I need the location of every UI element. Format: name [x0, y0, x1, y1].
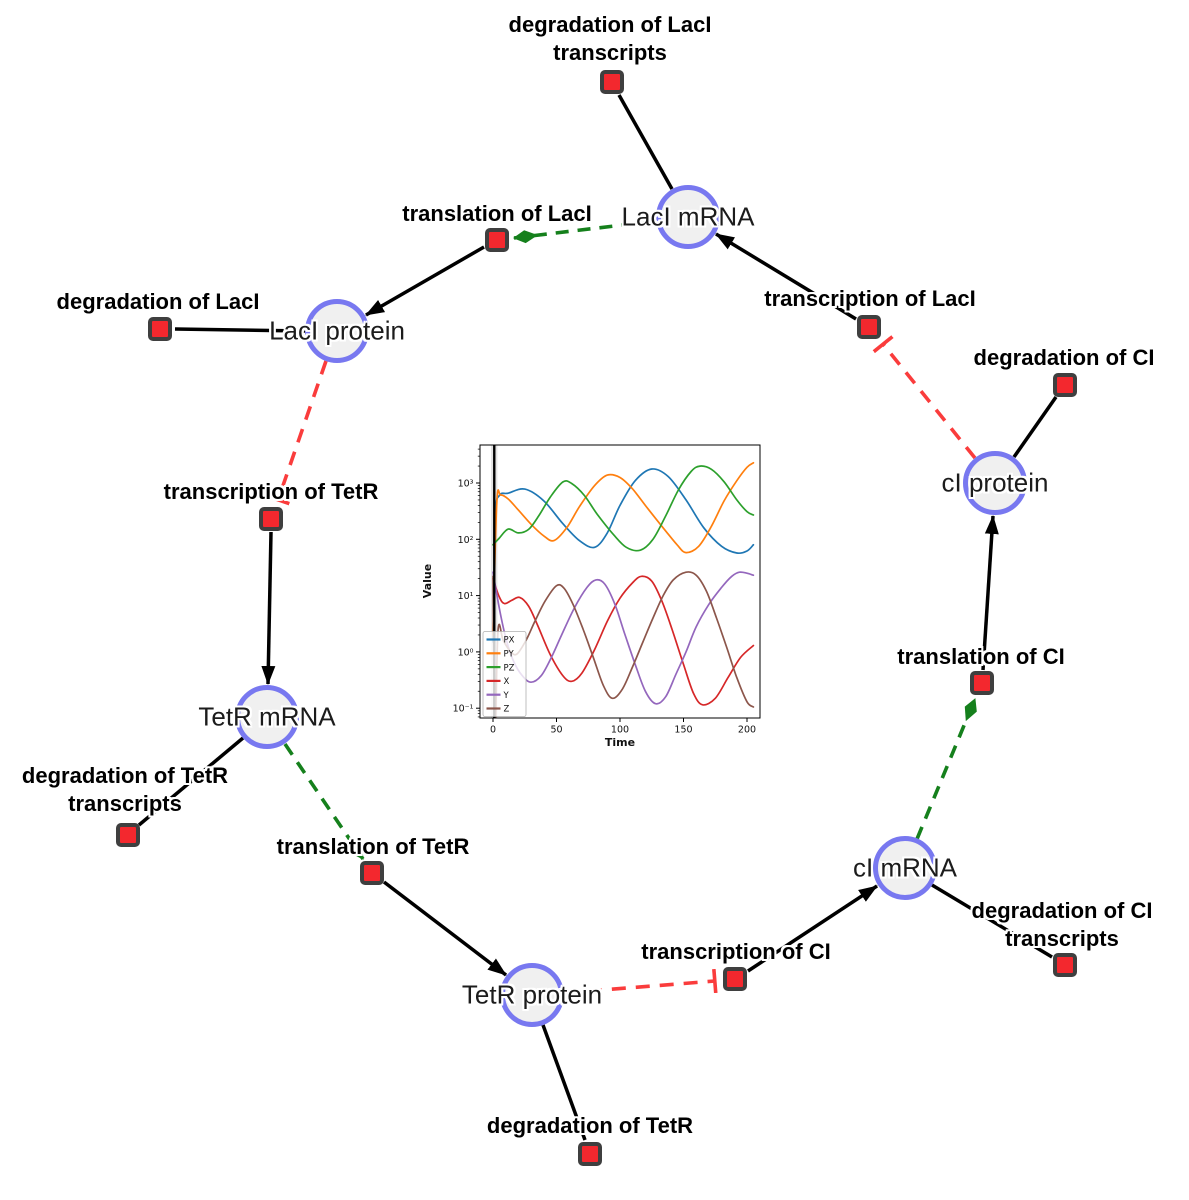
- inset-plot: 0 50 100 150 200 10⁻¹ 10⁰ 10¹ 10² 10³ Time Value PX P…: [415, 437, 775, 770]
- legend-label: X: [504, 677, 510, 687]
- species-laci-protein[interactable]: [305, 299, 369, 363]
- edge-tetr-protein-inhibits-transcription-ci: [563, 968, 718, 995]
- reaction-transcription-of-ci[interactable]: [723, 967, 747, 991]
- edge-ci-protein-inhibits-transcription-laci: [872, 335, 977, 460]
- edge-translation-laci-to-laci-protein: [365, 245, 485, 317]
- edge-tetr-mrna-to-degradation-transcripts: [137, 736, 245, 827]
- edge-translation-tetr-to-tetr-protein: [382, 880, 508, 977]
- y-axis-label: Value: [421, 564, 434, 598]
- edge-transcription-tetr-to-tetr-mrna: [261, 531, 276, 685]
- reaction-translation-of-tetr[interactable]: [360, 861, 384, 885]
- reaction-degradation-of-ci[interactable]: [1053, 373, 1077, 397]
- edge-tetr-protein-to-degradation: [541, 1024, 587, 1141]
- species-ci-mrna[interactable]: [873, 836, 937, 900]
- reaction-transcription-of-tetr[interactable]: [259, 507, 283, 531]
- edge-laci-protein-to-degradation: [174, 327, 306, 333]
- timecourse-chart: 0 50 100 150 200 10⁻¹ 10⁰ 10¹ 10² 10³ Time Value PX P…: [421, 444, 761, 749]
- edge-laci-mrna-to-translation-laci: [513, 219, 657, 244]
- reaction-degradation-of-laci[interactable]: [148, 317, 172, 341]
- edge-transcription-ci-to-ci-mrna: [747, 884, 878, 973]
- reaction-degradation-of-tetr[interactable]: [578, 1142, 602, 1166]
- y-tick-label: 10⁰: [458, 647, 474, 658]
- y-tick-label: 10²: [458, 535, 474, 546]
- series-Y: [492, 571, 755, 705]
- edge-laci-mrna-to-degradation-transcripts: [617, 94, 674, 190]
- reaction-translation-of-laci[interactable]: [485, 228, 509, 252]
- reaction-degradation-of-ci-transcripts[interactable]: [1053, 953, 1077, 977]
- series-X: [492, 575, 755, 706]
- x-tick-label: 0: [490, 725, 496, 736]
- legend-label: Z: [504, 705, 510, 715]
- edge-tetr-mrna-to-translation-tetr: [283, 742, 365, 861]
- y-tick-label: 10³: [458, 479, 474, 490]
- y-tick-label: 10⁻¹: [453, 704, 474, 715]
- reaction-degradation-of-tetr-transcripts[interactable]: [116, 823, 140, 847]
- reaction-degradation-of-laci-transcripts[interactable]: [600, 70, 624, 94]
- edge-ci-mrna-to-degradation-transcripts: [931, 883, 1053, 959]
- legend-label: PZ: [504, 663, 515, 673]
- edge-laci-protein-inhibits-transcription-tetr: [266, 360, 328, 506]
- species-tetr-protein[interactable]: [500, 963, 564, 1027]
- x-tick-label: 150: [674, 725, 692, 736]
- series-PZ: [492, 465, 755, 552]
- species-ci-protein[interactable]: [963, 451, 1027, 515]
- x-tick-label: 200: [738, 725, 756, 736]
- edge-translation-ci-to-ci-protein: [981, 515, 999, 671]
- edge-ci-mrna-to-translation-ci: [915, 698, 977, 840]
- legend-label: Y: [503, 691, 510, 701]
- series-PX: [492, 468, 755, 643]
- species-laci-mrna[interactable]: [656, 185, 720, 249]
- legend-label: PY: [504, 650, 515, 660]
- legend-label: PX: [504, 636, 515, 646]
- reaction-transcription-of-laci[interactable]: [857, 315, 881, 339]
- x-tick-label: 100: [611, 725, 629, 736]
- y-tick-label: 10¹: [458, 591, 474, 602]
- species-tetr-mrna[interactable]: [235, 685, 299, 749]
- x-axis-label: Time: [605, 736, 635, 749]
- reaction-translation-of-ci[interactable]: [970, 671, 994, 695]
- edge-ci-protein-to-degradation: [1012, 395, 1058, 459]
- x-tick-label: 50: [550, 725, 562, 736]
- series-PY: [492, 461, 755, 636]
- edge-transcription-laci-to-laci-mrna: [715, 232, 857, 321]
